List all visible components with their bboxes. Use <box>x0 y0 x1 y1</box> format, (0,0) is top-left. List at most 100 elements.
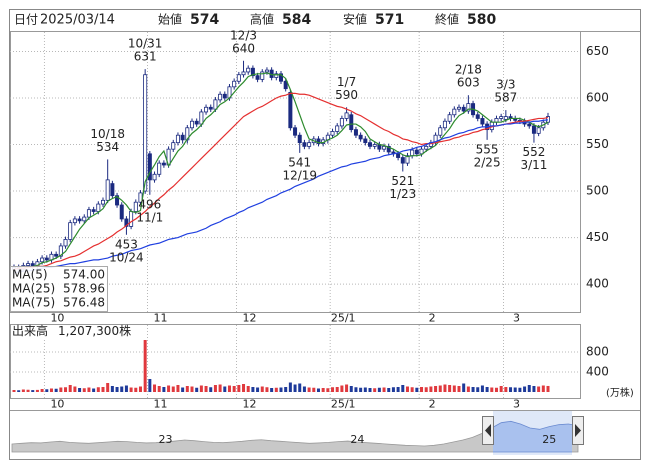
navigator-label: 23 <box>158 433 172 446</box>
volume-bar <box>256 387 260 392</box>
volume-bar <box>213 385 217 392</box>
annotation-date: 10/18 <box>90 127 125 141</box>
right-arrow[interactable] <box>575 424 581 437</box>
volume-bar <box>513 387 517 392</box>
candle-body <box>546 116 551 123</box>
x-tick-label: 2 <box>429 398 436 411</box>
candle-body <box>264 69 269 73</box>
volume-bar <box>59 387 63 392</box>
volume-bar <box>448 385 452 392</box>
candle-body <box>208 106 213 110</box>
annotation-date: 1/7 <box>337 75 356 89</box>
volume-bar <box>260 386 264 392</box>
x-tick-label: 10 <box>50 312 64 325</box>
candle-body <box>119 204 124 220</box>
annotation-value: 631 <box>134 50 157 64</box>
volume-bar <box>21 389 25 392</box>
volume-bar <box>415 387 419 392</box>
volume-bar <box>129 387 133 392</box>
volume-bar <box>466 386 470 392</box>
volume-bar <box>82 388 86 392</box>
x-tick-label: 25/1 <box>331 398 356 411</box>
annotation-date: 12/3 <box>230 28 257 42</box>
axis-unit: (万株) <box>606 386 634 399</box>
y-tick-label: 550 <box>586 137 609 151</box>
legend-value: 574.00 <box>63 268 105 282</box>
candle-body <box>236 74 241 82</box>
volume-bar <box>73 386 77 392</box>
volume-bar <box>312 387 316 392</box>
x-tick-label: 12 <box>243 312 257 325</box>
candle-body <box>536 127 541 134</box>
candle-body <box>199 111 204 125</box>
candle-body <box>447 114 452 122</box>
candle-body <box>218 93 223 101</box>
volume-title: 出来高 <box>12 323 48 338</box>
volume-bar <box>331 387 335 392</box>
header-value: 574 <box>190 12 219 28</box>
annotation-date: 12/19 <box>282 168 317 182</box>
legend-name: MA(75) <box>12 296 55 310</box>
volume-bar <box>181 387 185 392</box>
candle-body <box>91 209 96 212</box>
header-value: 584 <box>282 12 311 28</box>
candle-body <box>189 120 194 129</box>
volume-bar <box>401 385 405 392</box>
candle-body <box>124 218 129 227</box>
volume-bar <box>532 386 536 392</box>
lines <box>13 72 549 274</box>
volume-bar <box>209 387 213 392</box>
volume-bar <box>96 387 100 392</box>
annotation-date: 3/11 <box>520 158 547 172</box>
candle-body <box>372 144 377 147</box>
candle-body <box>353 129 358 136</box>
y-tick-label: 450 <box>586 230 609 244</box>
navigator-label: 24 <box>350 433 364 446</box>
volume-bar <box>443 384 447 392</box>
candle-body <box>115 195 120 206</box>
labels: 400 450 500 550 600 650 10 10 11 11 12 12 25/1 25/1 2 2… <box>10 28 634 411</box>
legend-name: MA(5) <box>12 268 48 282</box>
volume-bar <box>391 387 395 392</box>
candle-body <box>297 134 302 144</box>
header-value: 571 <box>375 12 404 28</box>
candle-body <box>194 120 199 125</box>
legend-value: 576.48 <box>63 296 105 310</box>
candle-body <box>40 257 45 263</box>
candle-body <box>143 74 148 192</box>
volume-bar <box>223 386 227 392</box>
volume-bar <box>316 388 320 392</box>
volume-bar <box>518 387 522 392</box>
volume-bar <box>45 389 49 392</box>
volume-bar <box>134 387 138 392</box>
candle-body <box>410 149 415 157</box>
navigator-selected-area <box>493 420 572 453</box>
candle-body <box>171 142 176 150</box>
volume-bar <box>49 388 53 392</box>
left-arrow[interactable] <box>485 424 491 437</box>
candle-body <box>503 116 508 120</box>
volume-bar <box>195 387 199 392</box>
header-label: 始値 <box>158 12 182 27</box>
candle-body <box>110 183 115 197</box>
volume-bar <box>274 387 278 392</box>
volume-bar <box>242 384 246 392</box>
y-tick-label: 400 <box>586 365 609 379</box>
ma-line <box>32 72 549 267</box>
legend-name: MA(25) <box>12 282 55 296</box>
candle-body <box>363 138 368 144</box>
volume-bar <box>480 385 484 392</box>
y-tick-label: 400 <box>586 277 609 291</box>
candle-body <box>531 125 536 134</box>
volume-bar <box>284 387 288 392</box>
candle-body <box>293 127 298 136</box>
candle-body <box>152 173 157 181</box>
volume-bar <box>462 383 466 392</box>
candle-body <box>367 142 372 147</box>
volume-bar <box>120 386 124 392</box>
candle-body <box>382 145 387 150</box>
volume-bar <box>143 340 147 392</box>
volume-bar <box>321 388 325 392</box>
candle-body <box>101 199 106 205</box>
